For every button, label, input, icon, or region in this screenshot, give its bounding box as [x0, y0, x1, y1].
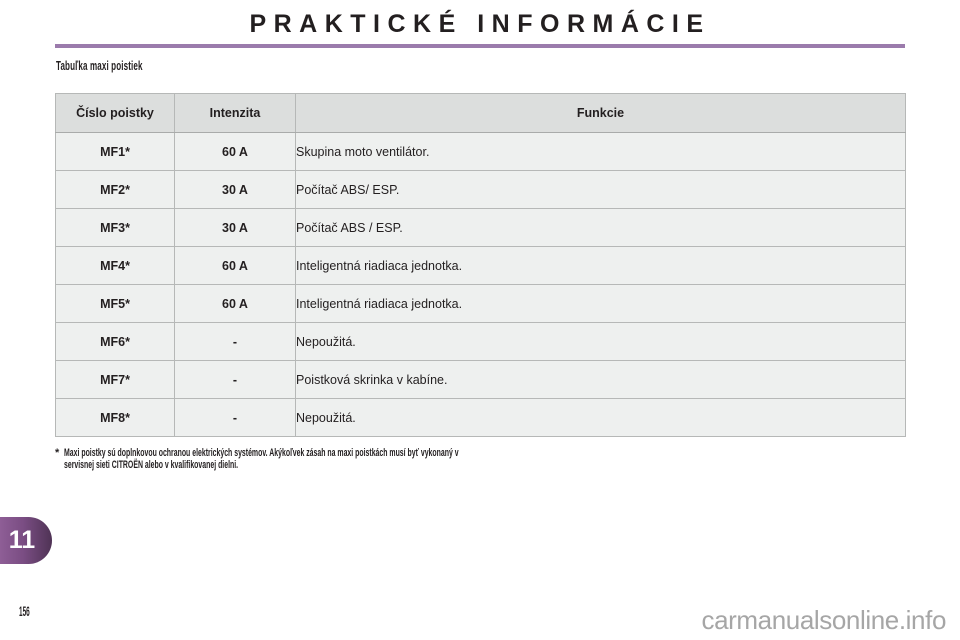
footnote-marker: *	[55, 447, 60, 459]
table-row: MF1* 60 A Skupina moto ventilátor.	[55, 132, 906, 171]
cell-intensity: 60 A	[174, 246, 296, 285]
table-header-row: Číslo poistky Intenzita Funkcie	[55, 93, 906, 133]
page-title: PRAKTICKÉ INFORMÁCIE	[249, 10, 711, 38]
cell-intensity: -	[174, 322, 296, 361]
cell-function: Inteligentná riadiaca jednotka.	[295, 284, 906, 323]
section-title: Tabuľka maxi poistiek	[56, 58, 143, 73]
cell-fuse-number: MF4*	[55, 246, 175, 285]
cell-function: Počítač ABS/ ESP.	[295, 170, 906, 209]
cell-function: Poistková skrinka v kabíne.	[295, 360, 906, 399]
cell-fuse-number: MF3*	[55, 208, 175, 247]
cell-function: Skupina moto ventilátor.	[295, 132, 906, 171]
table-row: MF5* 60 A Inteligentná riadiaca jednotka…	[55, 284, 906, 323]
header-divider	[55, 44, 905, 48]
maxi-fuse-table: Číslo poistky Intenzita Funkcie MF1* 60 …	[55, 93, 906, 437]
column-header-function: Funkcie	[295, 93, 906, 133]
watermark: carmanualsonline.info	[701, 605, 946, 635]
cell-function: Nepoužitá.	[295, 398, 906, 437]
footnote-line-2: servisnej sieti CITROËN alebo v kvalifik…	[64, 459, 239, 471]
cell-function: Inteligentná riadiaca jednotka.	[295, 246, 906, 285]
cell-intensity: 60 A	[174, 132, 296, 171]
page-header: PRAKTICKÉ INFORMÁCIE	[0, 0, 960, 52]
table-row: MF7* - Poistková skrinka v kabíne.	[55, 360, 906, 399]
column-header-intensity: Intenzita	[174, 93, 296, 133]
cell-fuse-number: MF8*	[55, 398, 175, 437]
chapter-tab: 11	[0, 517, 52, 564]
cell-intensity: -	[174, 360, 296, 399]
table-row: MF8* - Nepoužitá.	[55, 398, 906, 437]
table-row: MF6* - Nepoužitá.	[55, 322, 906, 361]
cell-intensity: 60 A	[174, 284, 296, 323]
cell-fuse-number: MF2*	[55, 170, 175, 209]
table-row: MF4* 60 A Inteligentná riadiaca jednotka…	[55, 246, 906, 285]
table-body: MF1* 60 A Skupina moto ventilátor. MF2* …	[55, 132, 906, 437]
cell-function: Nepoužitá.	[295, 322, 906, 361]
footnote-line-1: Maxi poistky sú doplnkovou ochranou elek…	[64, 447, 459, 459]
cell-fuse-number: MF7*	[55, 360, 175, 399]
chapter-tab-number: 11	[8, 526, 36, 554]
table-row: MF3* 30 A Počítač ABS / ESP.	[55, 208, 906, 247]
table-row: MF2* 30 A Počítač ABS/ ESP.	[55, 170, 906, 209]
table-header: Číslo poistky Intenzita Funkcie	[55, 93, 906, 133]
cell-fuse-number: MF1*	[55, 132, 175, 171]
column-header-fuse-number: Číslo poistky	[55, 93, 175, 133]
cell-intensity: 30 A	[174, 208, 296, 247]
cell-intensity: 30 A	[174, 170, 296, 209]
cell-intensity: -	[174, 398, 296, 437]
footnote-body: Maxi poistky sú doplnkovou ochranou elek…	[64, 447, 907, 471]
page-number: 156	[19, 603, 30, 619]
cell-fuse-number: MF5*	[55, 284, 175, 323]
cell-function: Počítač ABS / ESP.	[295, 208, 906, 247]
cell-fuse-number: MF6*	[55, 322, 175, 361]
